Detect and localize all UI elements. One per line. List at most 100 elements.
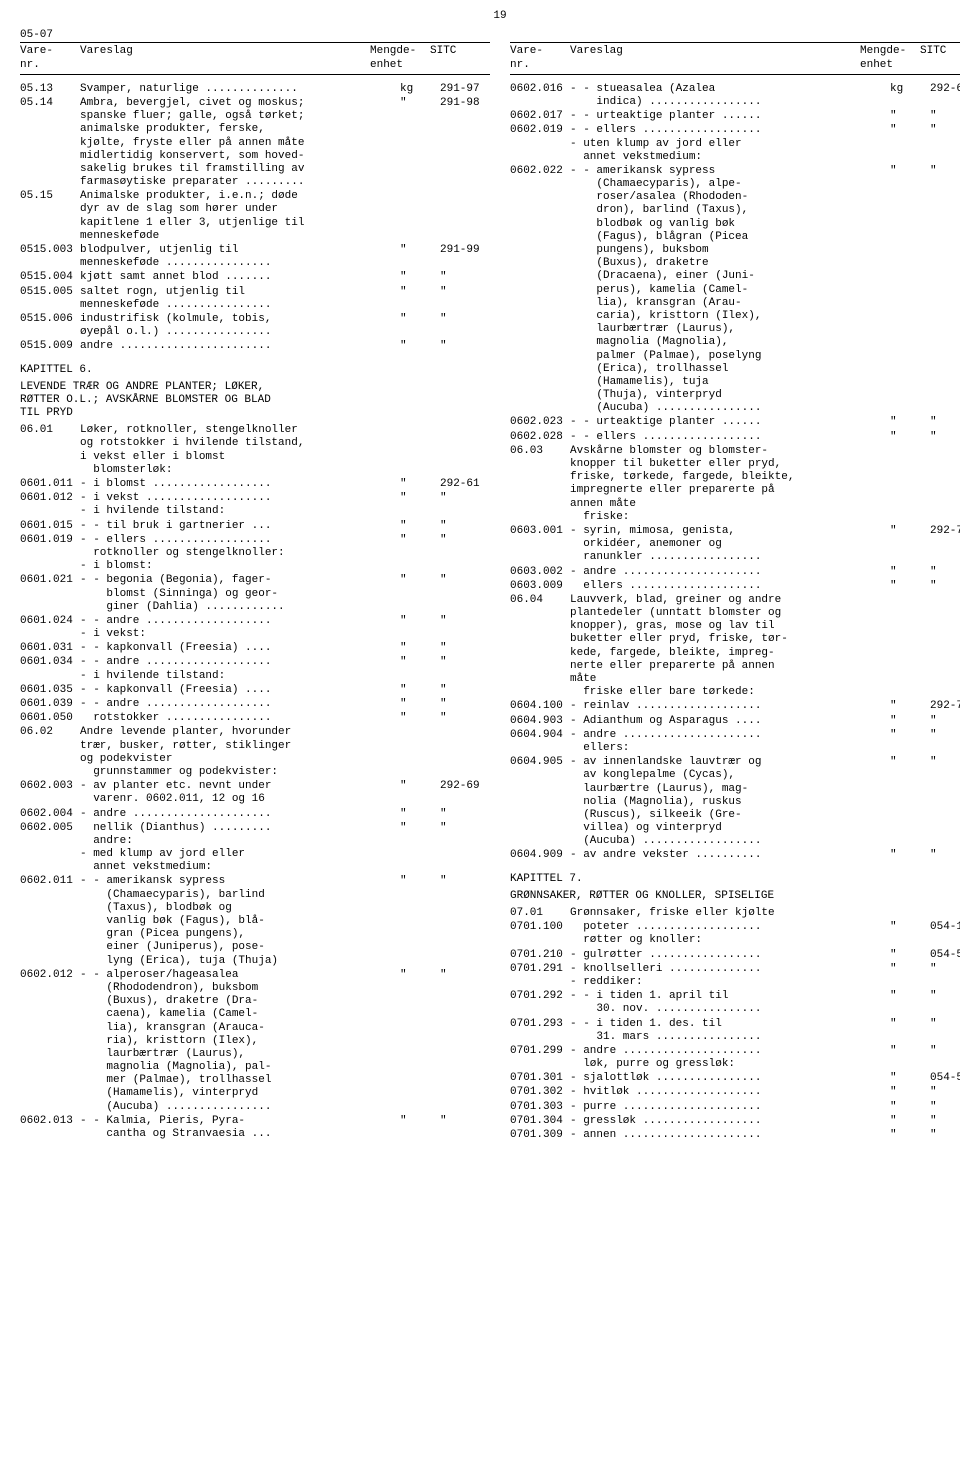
item-sitc: [440, 726, 490, 779]
item-sitc: 291-99: [440, 244, 490, 270]
item-number: 0602.023: [510, 416, 570, 429]
item-text: andre .......................: [80, 340, 400, 353]
item-unit: ": [400, 286, 440, 312]
item-text: - - amerikansk sypress (Chamaecyparis), …: [570, 165, 890, 416]
table-row: 0515.004kjøtt samt annet blod ......."": [20, 271, 490, 284]
item-number: 0701.100: [510, 921, 570, 947]
table-row: 05.15Animalske produkter, i.e.n.; døde d…: [20, 190, 490, 243]
item-number: 0601.034: [20, 656, 80, 682]
item-unit: ": [400, 574, 440, 614]
item-sitc: ": [930, 1115, 960, 1128]
item-unit: ": [400, 478, 440, 491]
item-unit: ": [400, 656, 440, 682]
item-text: - reinlav ...................: [570, 700, 890, 713]
item-sitc: 292-69: [440, 780, 490, 806]
section-title: GRØNNSAKER, RØTTER OG KNOLLER, SPISELIGE: [510, 890, 960, 903]
table-row: 0701.302- hvitløk ..................."": [510, 1086, 960, 1099]
table-row: 0602.013- - Kalmia, Pieris, Pyra- cantha…: [20, 1115, 490, 1141]
item-number: 0604.905: [510, 756, 570, 848]
hdr-enhet: Mengde- enhet: [370, 45, 430, 71]
item-unit: ": [400, 244, 440, 270]
table-row: 0601.031- - kapkonvall (Freesia) ...."": [20, 642, 490, 655]
item-number: 0515.009: [20, 340, 80, 353]
item-number: 0701.303: [510, 1101, 570, 1114]
item-sitc: ": [440, 656, 490, 682]
item-sitc: ": [930, 729, 960, 755]
item-number: 0603.001: [510, 525, 570, 565]
item-unit: ": [890, 525, 930, 565]
item-unit: ": [890, 566, 930, 579]
item-text: - andre .....................: [80, 808, 400, 821]
item-number: 0602.022: [510, 165, 570, 416]
item-text: - - Kalmia, Pieris, Pyra- cantha og Stra…: [80, 1115, 400, 1141]
item-number: 0515.006: [20, 313, 80, 339]
item-sitc: 292-72: [930, 700, 960, 713]
item-text: - - ellers ..................: [570, 431, 890, 444]
table-row: 0515.003blodpulver, utjenlig til mennesk…: [20, 244, 490, 270]
item-sitc: ": [440, 534, 490, 574]
table-row: 0603.009 ellers ...................."": [510, 580, 960, 593]
item-number: 0601.015: [20, 520, 80, 533]
table-row: 0601.015- - til bruk i gartnerier ..."": [20, 520, 490, 533]
table-row: 0602.023- - urteaktige planter ......"": [510, 416, 960, 429]
item-sitc: ": [930, 124, 960, 164]
table-row: 0602.016- - stueasalea (Azalea indica) .…: [510, 83, 960, 109]
item-unit: ": [890, 1115, 930, 1128]
item-sitc: [440, 190, 490, 243]
table-row: 0604.905- av innenlandske lauvtrær og av…: [510, 756, 960, 848]
item-number: 0601.035: [20, 684, 80, 697]
item-unit: [890, 907, 930, 920]
item-unit: ": [400, 684, 440, 697]
item-text: - sjalottløk ................: [570, 1072, 890, 1085]
right-header: Vare- nr. Vareslag Mengde- enhet SITC: [510, 42, 960, 74]
item-sitc: ": [440, 808, 490, 821]
item-unit: ": [400, 698, 440, 711]
item-text: - - kapkonvall (Freesia) ....: [80, 684, 400, 697]
hdr-slag: Vareslag: [570, 45, 860, 71]
item-number: 0601.039: [20, 698, 80, 711]
item-number: 0604.904: [510, 729, 570, 755]
item-unit: kg: [890, 83, 930, 109]
item-sitc: ": [930, 990, 960, 1016]
item-number: 0602.017: [510, 110, 570, 123]
chapter-heading: KAPITTEL 6.: [20, 364, 490, 377]
table-row: 05.14Ambra, bevergjel, civet og moskus; …: [20, 97, 490, 189]
item-unit: ": [400, 271, 440, 284]
item-unit: ": [400, 520, 440, 533]
item-unit: ": [890, 1045, 930, 1071]
table-row: 0602.028- - ellers .................."": [510, 431, 960, 444]
item-sitc: ": [930, 849, 960, 862]
item-unit: ": [400, 969, 440, 1114]
item-number: 0602.019: [510, 124, 570, 164]
item-sitc: ": [440, 642, 490, 655]
item-number: 0604.100: [510, 700, 570, 713]
hdr-nr: Vare- nr.: [510, 45, 570, 71]
item-sitc: [930, 594, 960, 700]
item-text: - - amerikansk sypress (Chamaecyparis), …: [80, 875, 400, 967]
item-unit: ": [400, 1115, 440, 1141]
item-text: - - ellers .................. rotknoller…: [80, 534, 400, 574]
item-sitc: ": [440, 271, 490, 284]
main-columns: Vare- nr. Vareslag Mengde- enhet SITC 05…: [20, 42, 960, 1143]
item-sitc: ": [440, 615, 490, 641]
item-text: - - andre ................... - i vekst:: [80, 615, 400, 641]
item-number: 05.15: [20, 190, 80, 243]
item-text: rotstokker ................: [80, 712, 400, 725]
item-sitc: ": [930, 1018, 960, 1044]
item-unit: ": [890, 700, 930, 713]
item-unit: [890, 445, 930, 524]
item-number: 0515.004: [20, 271, 80, 284]
hdr-sitc: SITC: [920, 45, 960, 71]
item-sitc: ": [930, 1086, 960, 1099]
table-row: 0601.012- i vekst ................... - …: [20, 492, 490, 518]
table-row: 0602.003- av planter etc. nevnt under va…: [20, 780, 490, 806]
table-row: 0701.291- knollselleri .............. - …: [510, 963, 960, 989]
item-unit: ": [890, 756, 930, 848]
table-row: 06.03Avskårne blomster og blomster- knop…: [510, 445, 960, 524]
item-number: 0701.291: [510, 963, 570, 989]
item-sitc: ": [930, 756, 960, 848]
item-sitc: ": [930, 431, 960, 444]
item-number: 0701.292: [510, 990, 570, 1016]
item-unit: ": [400, 780, 440, 806]
item-unit: ": [400, 822, 440, 875]
